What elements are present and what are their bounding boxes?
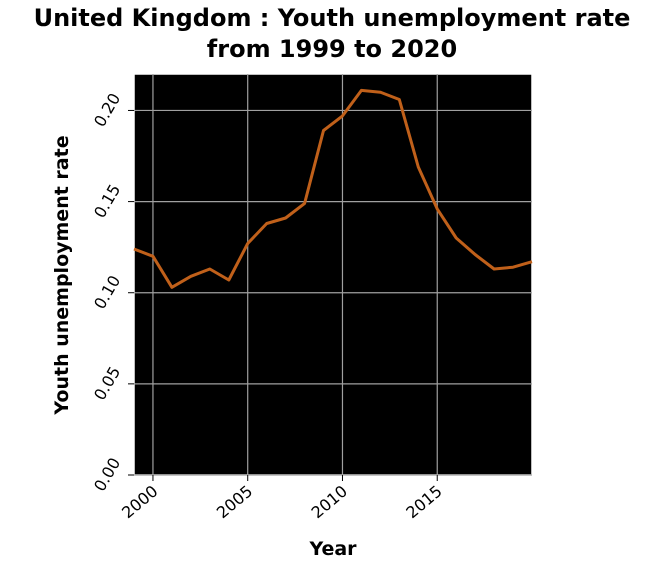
y-tick-label: 0.00: [90, 454, 124, 494]
x-axis-ticks: 2000 2005 2010 2015: [118, 475, 446, 522]
x-axis-label: Year: [308, 538, 357, 560]
x-tick-label: 2005: [213, 482, 256, 523]
chart-title-line-2: from 1999 to 2020: [207, 35, 457, 63]
chart-title: United Kingdom : Youth unemployment rate…: [34, 4, 631, 63]
y-axis-ticks: 0.00 0.05 0.10 0.15 0.20: [90, 90, 134, 495]
x-tick-label: 2000: [118, 482, 161, 523]
chart-title-line-1: United Kingdom : Youth unemployment rate: [34, 4, 631, 32]
x-tick-label: 2015: [402, 482, 445, 523]
plot-area: [133, 73, 533, 476]
grid: [134, 74, 532, 476]
y-tick-label: 0.05: [90, 363, 124, 403]
y-axis-label: Youth unemployment rate: [51, 135, 73, 415]
x-tick-label: 2010: [308, 482, 351, 523]
y-tick-label: 0.10: [90, 272, 124, 312]
y-tick-label: 0.15: [90, 181, 124, 221]
series-line: [133, 88, 533, 289]
y-tick-label: 0.20: [90, 90, 124, 130]
